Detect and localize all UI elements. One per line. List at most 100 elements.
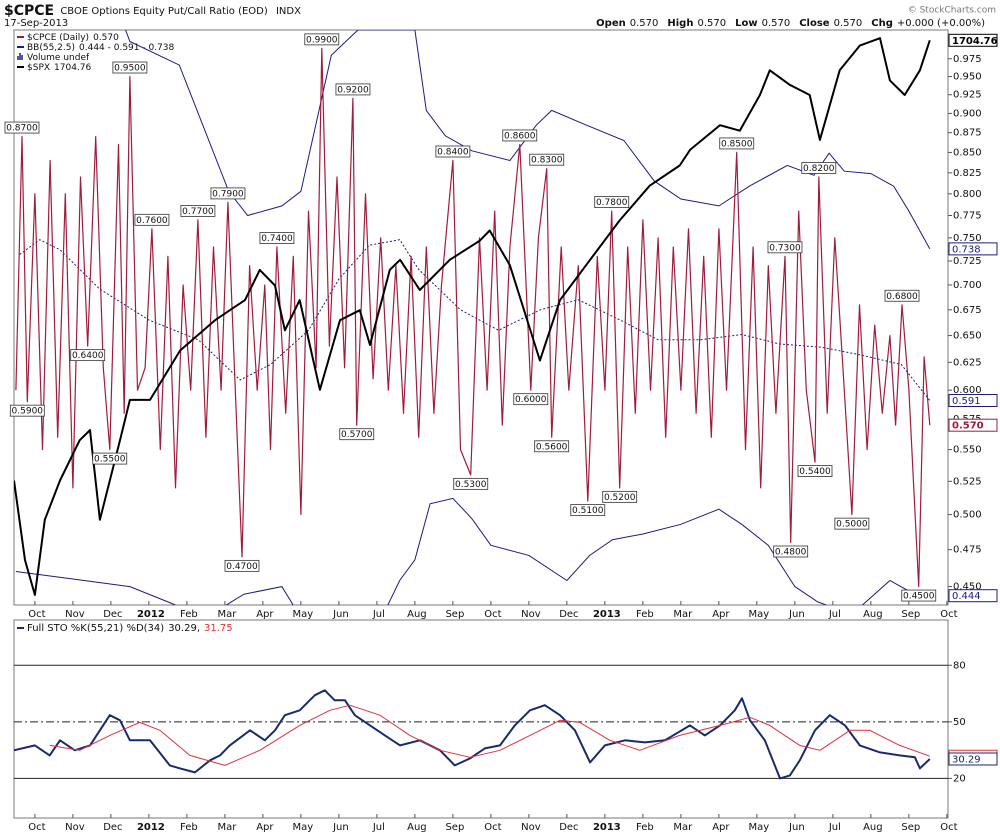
value-label-box [339,428,375,441]
legend-entry: BB(55,2.5) 0.444 - 0.591 - 0.738 [27,43,175,53]
value-label-box [4,121,40,134]
watermark: © StockCharts.com [908,6,996,16]
value-label: 0.8600 [504,131,536,141]
value-label: 0.5600 [536,442,568,452]
quote-value: +0.000 (+0.00%) [897,18,985,29]
x-tick-label: Sep [901,822,920,833]
value-label: 0.8300 [531,156,563,166]
value-label: 0.7700 [182,207,214,217]
x-tick-label: Jul [828,609,841,620]
value-label-box [70,349,106,362]
y-tick-label: 0.950 [953,72,982,83]
series-line [15,47,931,588]
value-label: 0.5200 [604,493,636,503]
value-label-box [92,452,128,465]
x-tick-label: Sep [445,609,464,620]
x-tick-label: Oct [940,609,957,620]
x-tick-label: Jun [788,822,805,833]
value-label-box [773,545,809,558]
x-tick-label: Dec [103,822,122,833]
quote-name: Chg [871,18,893,29]
x-tick-label: Dec [559,822,578,833]
legend-value: 1704.76 [54,63,91,73]
indicator-panel [13,619,949,819]
x-tick-label: Jul [372,609,385,620]
y-tick-label: 0.875 [953,128,982,139]
quote-value: 0.570 [697,18,726,29]
value-label-box [529,153,565,166]
value-label: 0.7300 [769,243,801,253]
value-label-box [453,477,489,490]
value-label: 0.5900 [12,407,44,417]
quote-name: High [667,18,693,29]
price-plot [14,30,931,605]
x-tick-label: Aug [407,822,427,833]
x-tick-label: Sep [901,609,920,620]
header: $CPCE CBOE Options Equity Put/Call Ratio… [4,3,301,19]
quote-name: Open [596,18,626,29]
value-label: 0.7400 [261,234,293,244]
y-tick-label: 0.750 [953,233,982,244]
x-tick-label: Nov [65,822,85,833]
value-label: 0.5000 [836,520,868,530]
last-value-label: 1704.76 [952,36,998,47]
bollinger-band [15,497,930,605]
quote-value: 0.570 [834,18,863,29]
series-line [49,704,930,766]
x-tick-label: Oct [484,822,501,833]
value-label-box [767,241,803,254]
last-value-tag [948,418,998,432]
x-tick-label: Aug [863,609,883,620]
legend-name: Volume undef [27,53,90,63]
y-tick-label: 0.500 [953,510,982,521]
y-tick-label: 0.650 [953,331,982,342]
legend-name: Full STO %K(55,21) %D(34) [27,623,164,634]
y-tick-label: 0.800 [953,189,982,200]
value-label: 0.8200 [803,164,835,174]
quote-value: 0.570 [630,18,659,29]
x-tick-label: May [749,822,770,833]
legend-value: 31.75 [204,623,233,634]
value-label-box [304,33,340,46]
x-tick-label: Jun [788,609,805,620]
y-tick-label: 0.525 [953,476,982,487]
value-label: 0.8400 [437,148,469,158]
legend-name: BB(55,2.5) [27,43,75,53]
value-label: 0.8700 [6,124,38,134]
value-label-box [884,289,920,302]
legend-value: 30.29, [168,623,200,634]
value-label: 0.7600 [136,216,168,226]
value-label-box [180,205,216,217]
value-label: 0.9500 [114,64,146,74]
chart-subtitle: CBOE Options Equity Put/Call Ratio (EOD) [60,6,268,17]
value-label-box [502,129,538,142]
date: 17-Sep-2013 [4,18,68,29]
value-label: 0.7800 [596,198,628,208]
legend-name: $SPX [27,63,50,73]
series-line [14,37,931,596]
value-label-box [602,490,638,503]
y-tick-label: 0.825 [953,168,982,179]
quote: Open 0.570 High 0.570 Low 0.570 Close 0.570 Chg +… [596,18,985,29]
value-label: 0.4500 [903,592,935,602]
x-tick-label: Oct [28,822,45,833]
value-label-box [594,196,630,209]
value-label: 0.4700 [226,562,258,572]
y-tick-label: 0.550 [953,445,982,456]
x-tick-label: May [293,609,314,620]
last-value-label: 0.738 [952,244,981,255]
legend-value: 0.570 [93,33,119,43]
value-label-box [224,559,260,572]
x-tick-label: Apr [712,822,730,833]
last-value-label: 0.591 [952,396,981,407]
x-tick-label: Jul [372,822,385,833]
x-tick-label: Dec [559,609,578,620]
legend-entry: Volume undef [27,53,90,63]
legend-name: $CPCE (Daily) [27,33,89,43]
y-tick-label: 0.850 [953,147,982,158]
y-tick-label: 80 [953,660,966,671]
last-value-tag [948,394,998,408]
value-label: 0.8500 [721,139,753,149]
y-tick-label: 0.975 [953,54,982,65]
bollinger-band [125,30,931,250]
